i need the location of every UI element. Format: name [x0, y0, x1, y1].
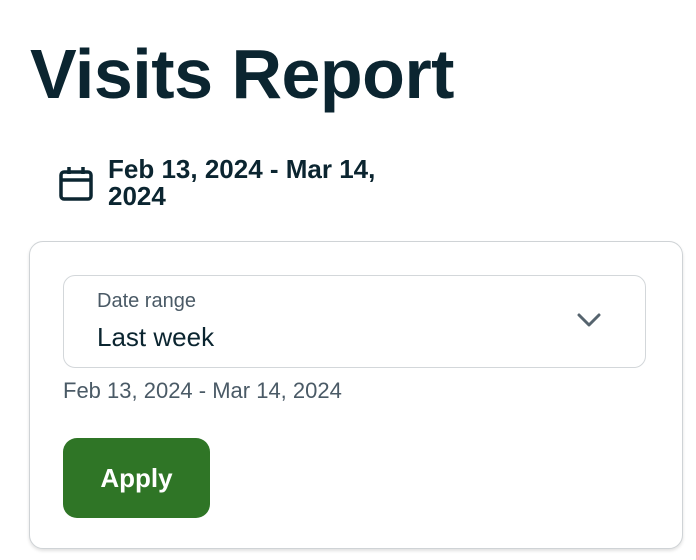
apply-button[interactable]: Apply — [63, 438, 210, 518]
chevron-down-icon — [577, 312, 601, 333]
date-range-label: Feb 13, 2024 - Mar 14, 2024 — [108, 154, 376, 211]
select-value: Last week — [97, 322, 215, 352]
date-range-select[interactable]: Date range Last week — [63, 275, 646, 368]
select-label: Date range — [97, 290, 196, 312]
calendar-icon — [58, 156, 94, 207]
date-range-popover: Date range Last week Feb 13, 2024 - Mar … — [29, 241, 683, 549]
date-range-button[interactable]: Feb 13, 2024 - Mar 14, 2024 — [58, 156, 428, 210]
page-title: Visits Report — [30, 35, 455, 113]
selected-range-text: Feb 13, 2024 - Mar 14, 2024 — [63, 378, 342, 403]
